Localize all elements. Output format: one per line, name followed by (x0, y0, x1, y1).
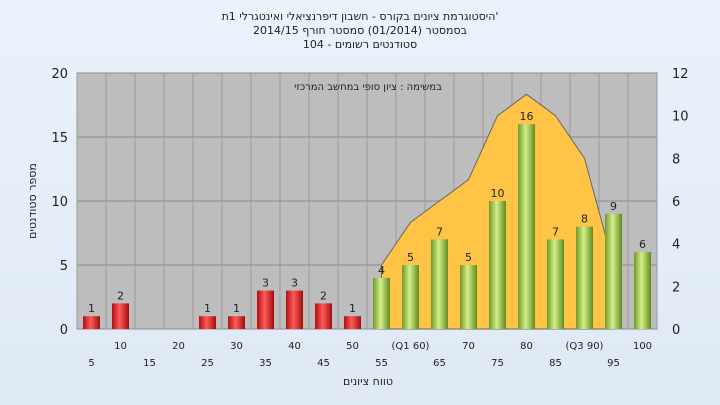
x-tick-11: (Q1 60) (392, 341, 430, 352)
x-tick-6: 35 (259, 358, 272, 369)
x-tick-3: 20 (172, 341, 185, 352)
data-label-8: 2 (320, 289, 327, 302)
x-tick-18: 95 (607, 358, 620, 369)
y2-tick-4: 8 (672, 152, 680, 167)
data-label-18: 9 (610, 200, 617, 213)
y-axis-ticks: 0 5 10 15 20 (51, 67, 68, 338)
chart-title-line-2: בסמסטר (01/2014) סמסטר חורף 2014/15 (253, 24, 467, 37)
data-label-14: 10 (491, 187, 505, 200)
y2-tick-2: 4 (672, 238, 680, 253)
y-tick-1: 5 (60, 259, 68, 274)
bar-30 (228, 316, 245, 329)
bar-85 (576, 226, 593, 329)
data-label-19: 6 (639, 238, 646, 251)
bar-10 (112, 303, 129, 329)
x-tick-1: 10 (114, 341, 127, 352)
y-axis-label: מספר סטודנטים (26, 163, 39, 239)
bar-(Q1 60) (402, 265, 419, 329)
x-tick-15: 80 (520, 341, 533, 352)
bar-70 (460, 265, 477, 329)
data-labels: 1 2 1 1 3 3 2 1 4 5 7 5 10 16 7 8 9 6 (88, 110, 646, 315)
bar-(Q3 90) (547, 239, 564, 329)
data-label-13: 5 (465, 251, 472, 264)
data-label-7: 3 (291, 277, 298, 290)
data-label-0: 1 (88, 302, 95, 315)
bar-40 (286, 290, 303, 329)
y2-tick-0: 0 (672, 323, 680, 338)
bar-95 (605, 213, 622, 329)
data-label-9: 1 (349, 302, 356, 315)
y2-tick-3: 6 (672, 195, 680, 210)
x-tick-10: 55 (375, 358, 388, 369)
data-label-10: 4 (378, 264, 385, 277)
bar-55 (373, 277, 390, 329)
data-label-17: 8 (581, 213, 588, 226)
y-tick-0: 0 (60, 323, 68, 338)
data-label-5: 1 (233, 302, 240, 315)
bar-65 (431, 239, 448, 329)
bar-35 (257, 290, 274, 329)
x-tick-0: 5 (88, 358, 94, 369)
y2-tick-6: 12 (672, 67, 689, 82)
x-axis-ticks: 5 10 15 20 25 30 35 40 45 50 55 (Q1 60)65 70 75 80 85 (Q… (88, 341, 652, 369)
x-tick-16: 85 (549, 358, 562, 369)
y-tick-2: 10 (51, 195, 68, 210)
bar-75 (489, 201, 506, 329)
data-label-12: 7 (436, 225, 443, 238)
bar-5 (83, 316, 100, 329)
plot-annotation: במשימה : ציון סופי במחשב המרכזי (294, 82, 442, 93)
y2-axis-ticks: 0 2 4 6 8 10 12 (672, 67, 689, 338)
x-tick-5: 30 (230, 341, 243, 352)
x-tick-9: 50 (346, 341, 359, 352)
x-tick-8: 45 (317, 358, 330, 369)
data-label-15: 16 (520, 110, 534, 123)
bar-100 (634, 252, 651, 329)
y-tick-3: 15 (51, 131, 68, 146)
x-tick-2: 15 (143, 358, 156, 369)
bar-45 (315, 303, 332, 329)
x-tick-4: 25 (201, 358, 214, 369)
bar-25 (199, 316, 216, 329)
bars (83, 124, 651, 329)
bar-50 (344, 316, 361, 329)
x-tick-14: 75 (491, 358, 504, 369)
x-tick-12: 65 (433, 358, 446, 369)
data-label-16: 7 (552, 225, 559, 238)
chart-title-line-3: סטודנטים רשומים - 104 (302, 38, 418, 51)
x-tick-13: 70 (462, 341, 475, 352)
y-tick-4: 20 (51, 67, 68, 82)
bar-80 (518, 124, 535, 329)
data-label-4: 1 (204, 302, 211, 315)
x-tick-7: 40 (288, 341, 301, 352)
data-label-11: 5 (407, 251, 414, 264)
data-label-1: 2 (117, 289, 124, 302)
data-label-6: 3 (262, 277, 269, 290)
x-axis-label: טווח ציונים (343, 375, 393, 388)
x-tick-19: 100 (633, 341, 652, 352)
y2-tick-1: 2 (672, 280, 680, 295)
chart-title-line-1: היסטוגרמת ציונים בקורס - חשבון דיפרנציאל… (221, 10, 499, 23)
x-tick-17: (Q3 90) (566, 341, 604, 352)
y2-tick-5: 10 (672, 110, 689, 125)
